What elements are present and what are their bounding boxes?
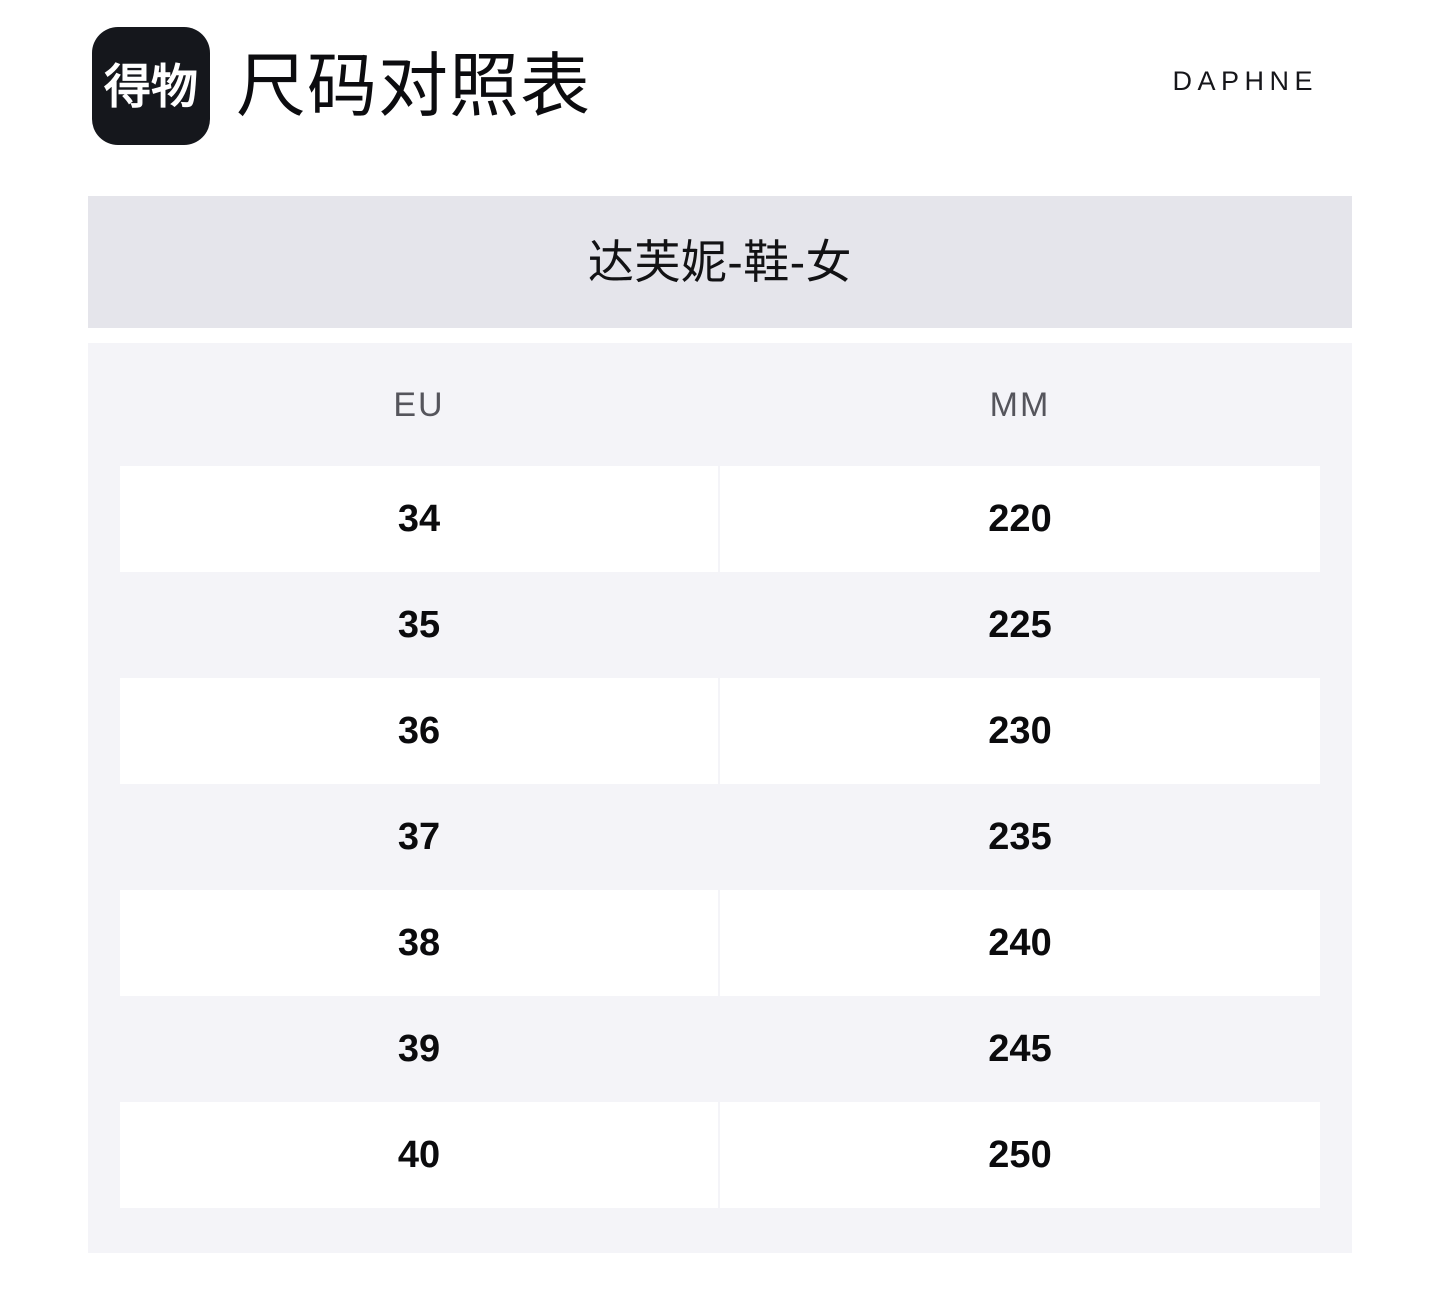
vendor-brand-logo: DAPHNE — [1172, 66, 1318, 96]
table-header-cell-eu: EU — [88, 344, 718, 466]
table-cell-mm: 225 — [718, 572, 1352, 678]
table-cell-mm: 240 — [718, 890, 1352, 996]
table-header-cell-mm: MM — [718, 344, 1352, 466]
brand-block: 得物 尺码对照表 — [92, 27, 591, 145]
cell-value-mm: 235 — [988, 816, 1052, 858]
size-chart-body: EU MM 34 220 — [88, 343, 1352, 1253]
table-cell-mm: 235 — [718, 784, 1352, 890]
dewu-app-logo-icon: 得物 — [92, 27, 210, 145]
table-cell-eu: 35 — [88, 572, 718, 678]
size-chart-caption-bar: 达芙妮-鞋-女 — [88, 196, 1352, 328]
table-row: 36 230 — [88, 678, 1352, 784]
cell-value-mm: 250 — [988, 1134, 1052, 1176]
page-title: 尺码对照表 — [236, 47, 591, 125]
cell-value-eu: 38 — [397, 922, 441, 964]
cell-value-mm: 245 — [988, 1028, 1052, 1070]
cell-value-mm: 240 — [988, 922, 1052, 964]
cell-value-eu: 34 — [397, 498, 441, 540]
table-cell-mm: 245 — [718, 996, 1352, 1102]
table-cell-mm: 230 — [718, 678, 1352, 784]
column-header-eu: EU — [393, 386, 445, 424]
table-cell-mm: 220 — [718, 466, 1352, 572]
table-header-row: EU MM — [88, 344, 1352, 466]
table-row: 35 225 — [88, 572, 1352, 678]
table-row: 37 235 — [88, 784, 1352, 890]
cell-value-eu: 39 — [397, 1028, 441, 1070]
cell-value-eu: 37 — [397, 816, 441, 858]
cell-value-eu: 36 — [397, 710, 441, 752]
app-logo-label: 得物 — [104, 59, 198, 113]
column-header-mm: MM — [989, 386, 1051, 424]
table-cell-eu: 38 — [88, 890, 718, 996]
size-chart-caption: 达芙妮-鞋-女 — [587, 236, 853, 288]
table-row: 40 250 — [88, 1102, 1352, 1208]
table-row: 38 240 — [88, 890, 1352, 996]
table-cell-eu: 34 — [88, 466, 718, 572]
table-row: 34 220 — [88, 466, 1352, 572]
cell-value-mm: 225 — [988, 604, 1052, 646]
cell-value-mm: 220 — [988, 498, 1052, 540]
table-cell-eu: 37 — [88, 784, 718, 890]
size-chart-panel: 达芙妮-鞋-女 EU MM 3 — [88, 196, 1352, 1253]
table-cell-eu: 36 — [88, 678, 718, 784]
cell-value-eu: 35 — [397, 604, 441, 646]
table-cell-mm: 250 — [718, 1102, 1352, 1208]
cell-value-mm: 230 — [988, 710, 1052, 752]
table-row: 39 245 — [88, 996, 1352, 1102]
size-chart-table: EU MM 34 220 — [88, 344, 1352, 1208]
table-cell-eu: 40 — [88, 1102, 718, 1208]
page-header: 得物 尺码对照表 DAPHNE — [0, 0, 1440, 180]
cell-value-eu: 40 — [397, 1134, 441, 1176]
table-cell-eu: 39 — [88, 996, 718, 1102]
